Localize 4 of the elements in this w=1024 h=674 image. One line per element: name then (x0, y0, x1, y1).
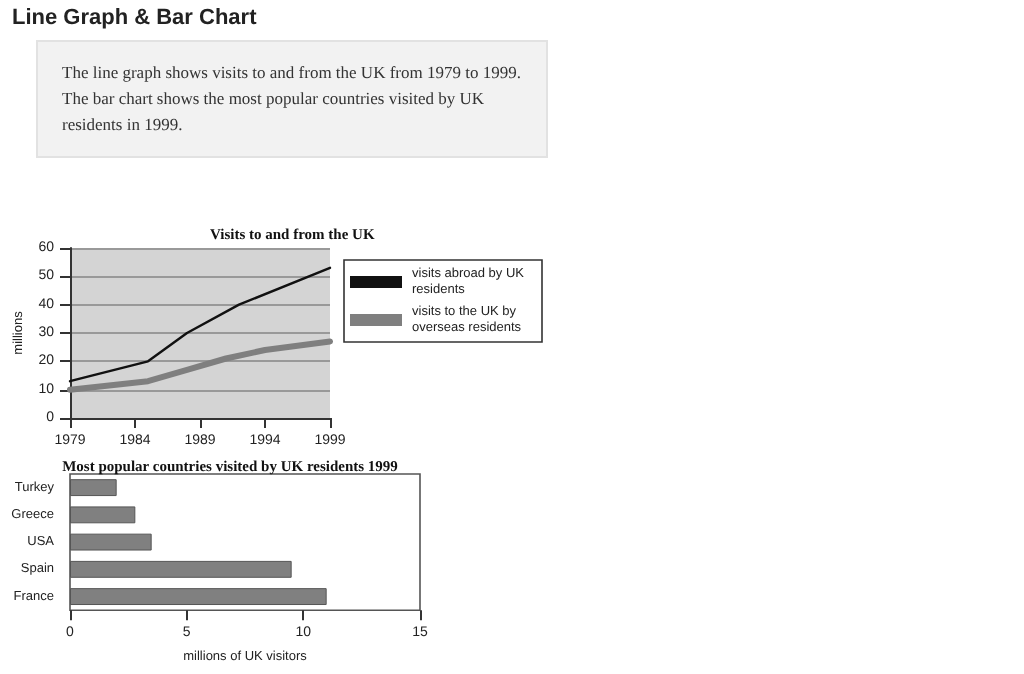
text: Line Graph & Bar Chart (12, 6, 259, 30)
text: The line graph shows visits to and from the UK from 1979 to 1999. The bar chart shows the most popular countries visited by UK residents in 1999. (36, 40, 548, 158)
line-series (68, 266, 332, 383)
line-series (67, 338, 333, 393)
